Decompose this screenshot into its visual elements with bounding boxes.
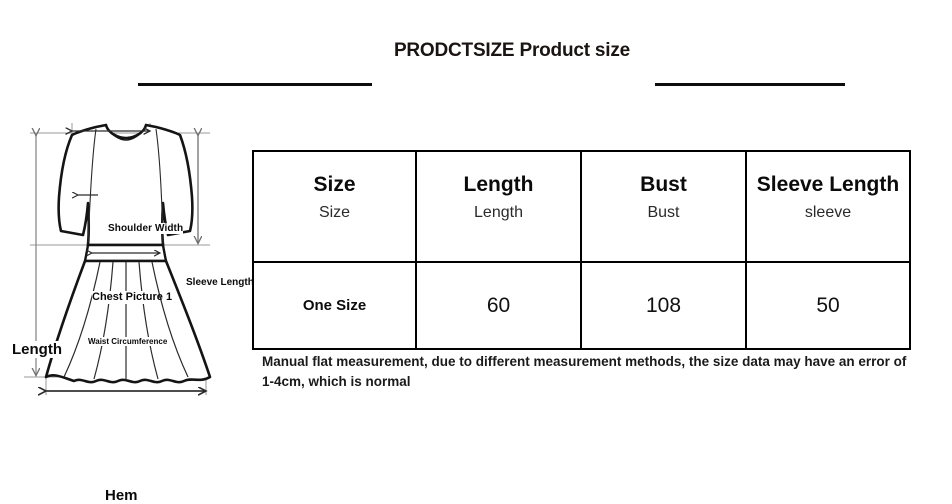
header-cell-sleeve-length: Sleeve Length sleeve	[745, 150, 911, 263]
title-rule-left	[138, 83, 372, 86]
label-hem: Hem	[105, 487, 138, 504]
header-sub-length: Length	[474, 204, 523, 222]
cell-length-value: 60	[415, 261, 582, 350]
header-cell-size: Size Size	[252, 150, 417, 263]
label-chest: Chest Picture 1	[92, 291, 173, 304]
header-cell-length: Length Length	[415, 150, 582, 263]
label-waist-circumference: Waist Circumference	[88, 337, 168, 346]
header-cell-bust: Bust Bust	[580, 150, 747, 263]
measurement-note: Manual flat measurement, due to differen…	[262, 354, 907, 389]
label-shoulder-width: Shoulder Width	[108, 223, 184, 234]
title-bar	[0, 34, 952, 86]
cell-sleeve-value: 50	[745, 261, 911, 350]
dress-illustration-svg	[24, 123, 212, 410]
page-title: PRODCTSIZE Product size	[393, 40, 631, 61]
dress-measurement-diagram: Shoulder Width Sleeve Length Chest Pictu…	[0, 105, 254, 504]
size-chart-table: Size Size Length Length Bust Bust Sleeve…	[252, 150, 911, 350]
cell-size-value: One Size	[252, 261, 417, 350]
header-main-length: Length	[463, 173, 534, 197]
label-length: Length	[12, 341, 62, 358]
header-main-sleeve-length: Sleeve Length	[756, 173, 900, 197]
header-sub-size: Size	[318, 204, 351, 222]
header-sub-sleeve-length: sleeve	[804, 204, 852, 222]
header-main-bust: Bust	[640, 173, 687, 197]
title-rule-right	[655, 83, 845, 86]
label-sleeve-length: Sleeve Length	[186, 277, 254, 288]
table-row: One Size 60 108 50	[252, 261, 911, 350]
cell-bust-value: 108	[580, 261, 747, 350]
table-header-row: Size Size Length Length Bust Bust Sleeve…	[252, 150, 911, 263]
header-sub-bust: Bust	[647, 204, 680, 222]
header-main-size: Size	[313, 173, 356, 197]
